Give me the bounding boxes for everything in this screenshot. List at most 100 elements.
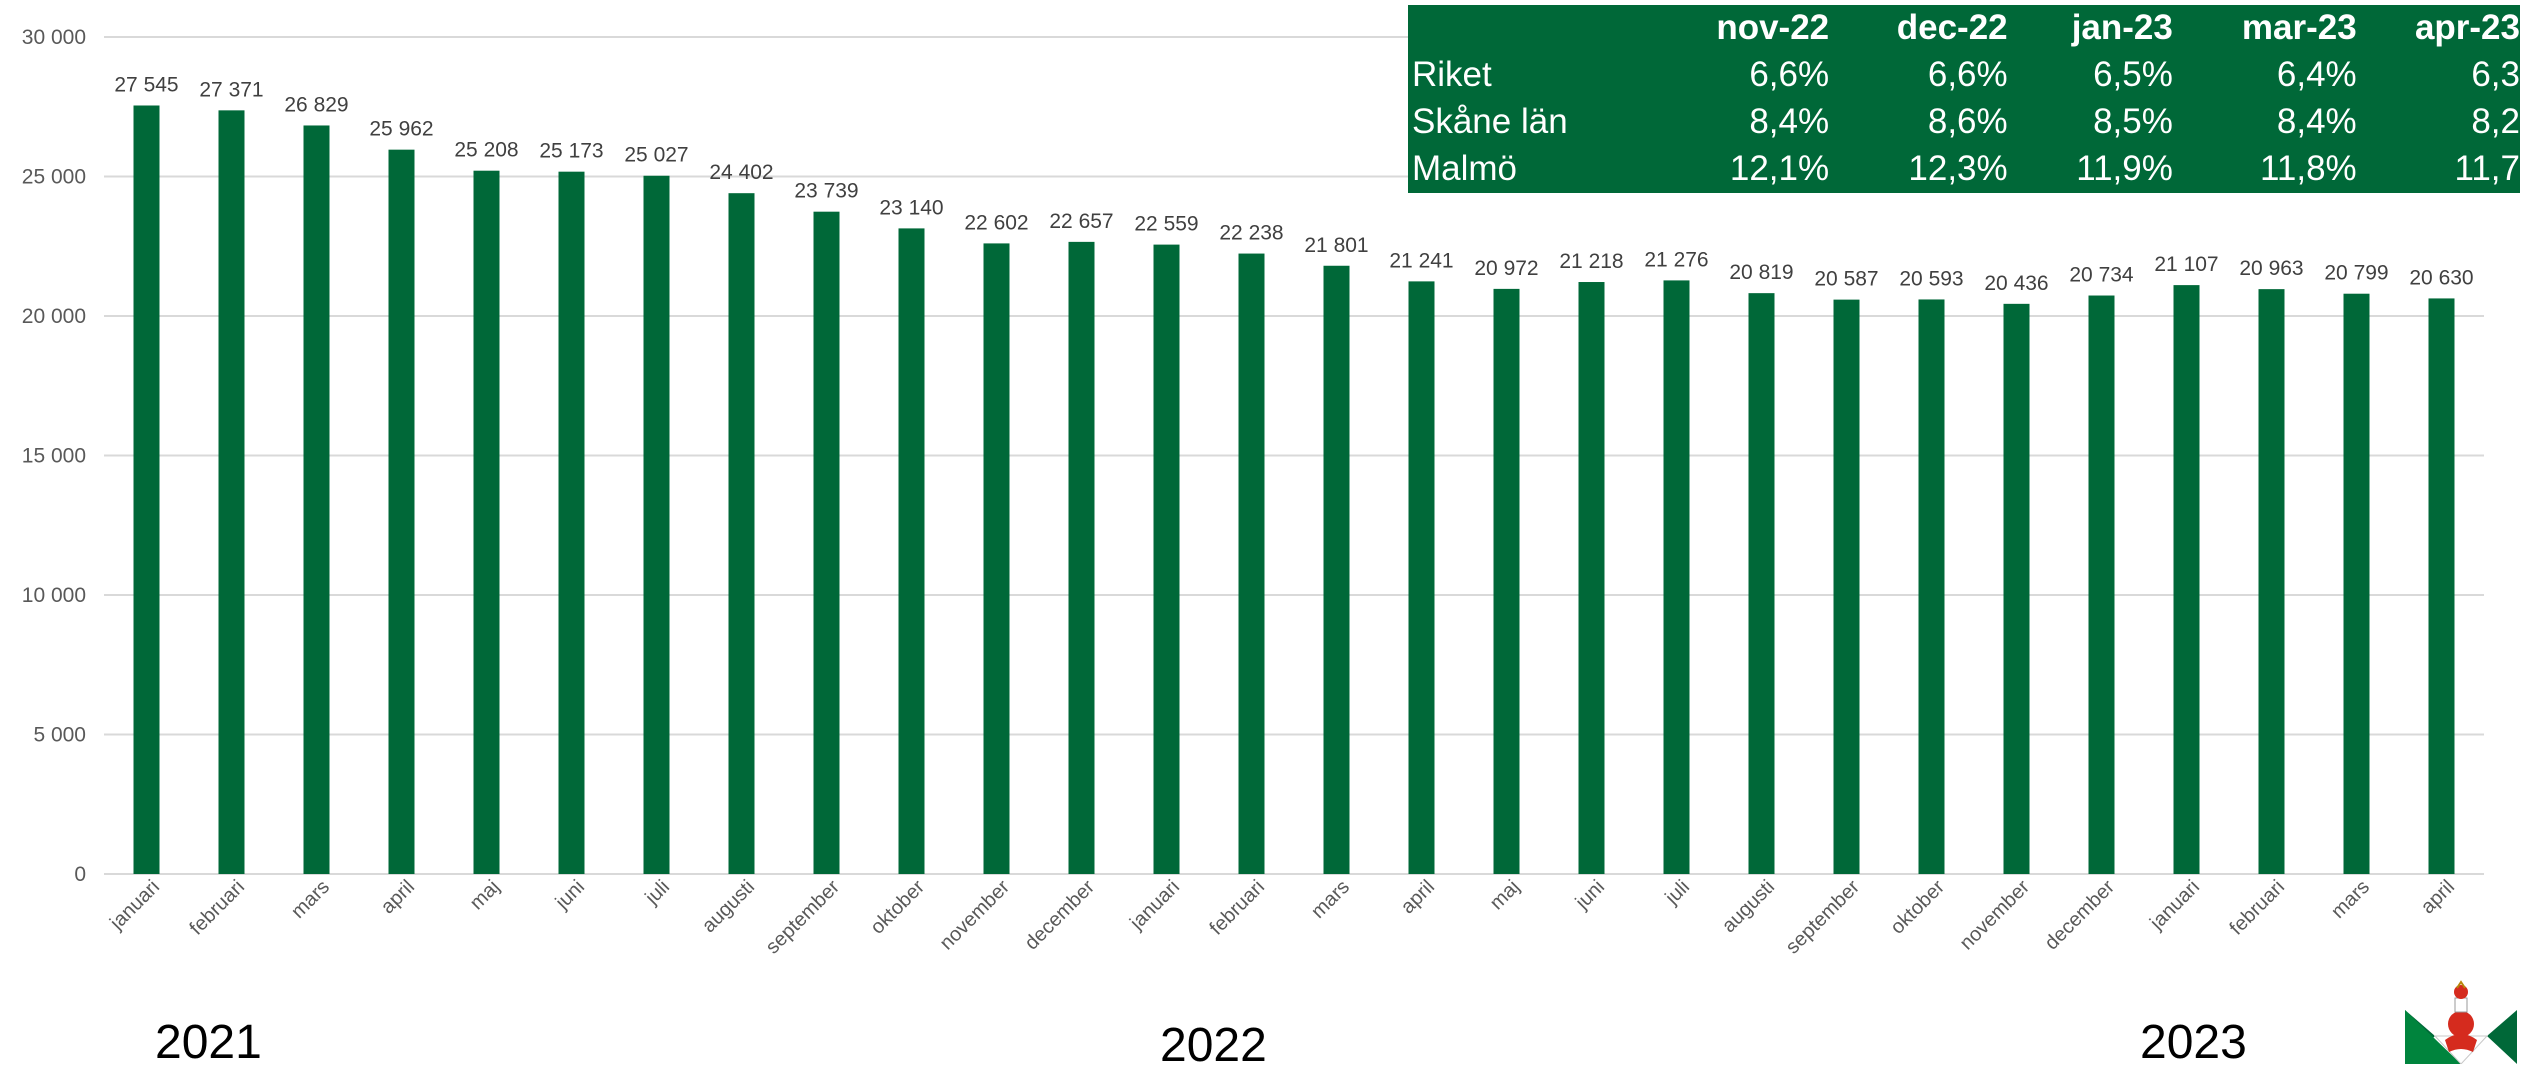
data-label: 20 734 [2069, 264, 2134, 287]
table-cell: 6,5% [2093, 54, 2173, 94]
x-tick-label: januari [1125, 876, 1184, 935]
x-tick-label: januari [2145, 876, 2204, 935]
bar [2088, 295, 2115, 875]
table-cell: 12,3% [1908, 149, 2008, 189]
table-cell: 11,8% [2260, 149, 2357, 189]
bar [813, 211, 840, 875]
x-tick-label: mars [2327, 876, 2374, 923]
bar [1748, 293, 1775, 874]
bar [2003, 303, 2030, 875]
x-tick-label: augusti [1718, 876, 1779, 937]
table-cell: 6,6% [1927, 54, 2008, 94]
data-label: 20 799 [2324, 262, 2388, 285]
table-cell: 8,2 [2471, 101, 2520, 141]
table-row: Malmö 12,1% 12,3% 11,9% 11,8% 11,7 [1408, 146, 2520, 193]
data-label: 25 027 [624, 144, 688, 167]
x-tick-label: maj [1486, 876, 1524, 914]
x-tick-label: oktober [1886, 876, 1949, 939]
data-label: 20 593 [1899, 267, 1963, 290]
x-tick-label: april [377, 876, 419, 918]
table-cell: 11,7 [2454, 149, 2520, 189]
data-label: 21 107 [2154, 253, 2218, 276]
bar [1323, 265, 1350, 875]
x-tick-label: juli [1660, 876, 1694, 910]
row-label: Riket [1412, 54, 1492, 94]
x-tick-label: juni [551, 876, 589, 914]
data-label: 23 739 [794, 180, 858, 203]
bar [1578, 282, 1605, 874]
bar [218, 110, 245, 874]
bar [558, 171, 585, 875]
bar [983, 243, 1010, 875]
bar [1833, 299, 1860, 875]
table-cell: 11,9% [2076, 149, 2173, 189]
table-corner-cell [1408, 5, 1668, 51]
data-label: 21 218 [1559, 250, 1623, 273]
y-tick-label: 15 000 [22, 445, 86, 468]
table-row: Riket 6,6% 6,6% 6,5% 6,4% 6,3 [1408, 51, 2520, 98]
data-label: 27 545 [114, 73, 178, 96]
x-tick-label: februari [1206, 876, 1270, 940]
data-label: 25 962 [369, 118, 433, 141]
y-tick-label: 10 000 [22, 584, 86, 607]
table-row: Skåne län 8,4% 8,6% 8,5% 8,4% 8,2 [1408, 98, 2520, 145]
bar [1068, 241, 1095, 875]
data-label: 20 587 [1814, 268, 1878, 291]
data-label: 26 829 [284, 93, 348, 116]
x-tick-label: november [1956, 876, 2035, 955]
data-label: 25 173 [539, 140, 603, 163]
column-header: jan-23 [2071, 8, 2173, 47]
data-label: 20 630 [2409, 266, 2473, 289]
column-header: mar-23 [2241, 8, 2357, 47]
table-cell: 6,6% [1749, 54, 1830, 94]
x-tick-label: september [1782, 876, 1865, 959]
x-tick-label: juni [1571, 876, 1609, 914]
x-tick-label: september [762, 876, 845, 959]
data-label: 27 371 [199, 78, 263, 101]
x-tick-label: maj [466, 876, 504, 914]
table-cell: 6,4% [2276, 54, 2357, 94]
row-label: Skåne län [1412, 101, 1568, 141]
bar [1408, 281, 1435, 874]
y-tick-label: 5 000 [33, 724, 86, 747]
bar [898, 228, 925, 875]
bar [2258, 289, 2285, 874]
column-header: apr-23 [2414, 8, 2520, 47]
year-label-2021: 2021 [155, 1016, 262, 1069]
data-label: 22 657 [1049, 210, 1113, 233]
bar [388, 149, 415, 874]
table-cell: 12,1% [1729, 149, 1830, 189]
unemployment-rate-table: nov-22 dec-22 jan-23 mar-23 apr-23 Riket… [1408, 5, 2520, 193]
data-label: 21 276 [1644, 248, 1708, 271]
x-tick-label: mars [1307, 876, 1354, 923]
bar [303, 125, 330, 875]
bar [1918, 299, 1945, 874]
gridlines [104, 36, 2484, 875]
bar [1493, 288, 1520, 874]
y-tick-label: 0 [74, 863, 86, 886]
bar [1238, 253, 1265, 874]
table-cell: 6,3 [2471, 54, 2520, 94]
column-header: nov-22 [1716, 8, 1830, 47]
bar [643, 175, 670, 874]
x-tick-label: augusti [698, 876, 759, 937]
table-header-row: nov-22 dec-22 jan-23 mar-23 apr-23 [1408, 5, 2520, 51]
y-tick-label: 30 000 [22, 26, 86, 49]
bar [473, 170, 500, 875]
year-label-2023: 2023 [2140, 1016, 2247, 1069]
y-tick-label: 25 000 [22, 166, 86, 189]
x-tick-label: december [2041, 876, 2120, 955]
data-label: 22 602 [964, 211, 1028, 234]
x-tick-label: november [936, 876, 1015, 955]
data-label: 21 241 [1389, 249, 1453, 272]
data-label: 22 238 [1219, 222, 1283, 245]
table-cell: 8,5% [2093, 101, 2173, 141]
x-tick-label: april [1397, 876, 1439, 918]
x-tick-label: februari [2226, 876, 2290, 940]
data-label: 21 801 [1304, 234, 1368, 257]
data-labels: 27 545 27 371 26 829 25 962 25 208 25 173 25 0… [114, 73, 2473, 294]
bar [2428, 298, 2455, 875]
bar [1663, 280, 1690, 874]
x-tick-label: oktober [866, 876, 929, 939]
